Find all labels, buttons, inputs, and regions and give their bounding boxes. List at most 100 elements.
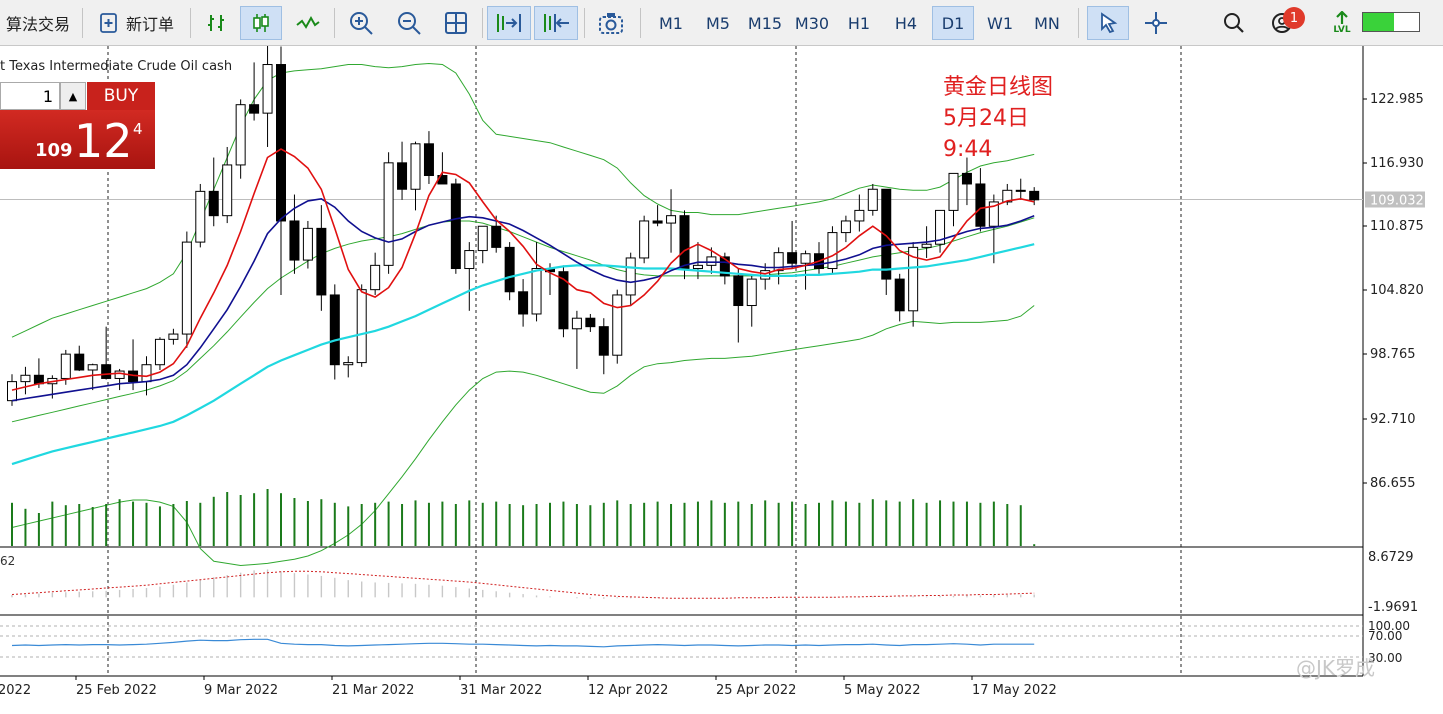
candle-body	[692, 264, 703, 270]
auto-scroll-button[interactable]	[487, 6, 531, 40]
candle-body	[706, 256, 717, 266]
candle-body	[356, 289, 367, 364]
annotation-line: 5月24日	[943, 106, 1029, 131]
date-axis-label: 25 Apr 2022	[716, 683, 796, 698]
candle-body	[316, 227, 327, 296]
candle-body	[719, 256, 730, 277]
buy-price-button[interactable]: 109 12 4	[0, 110, 155, 169]
candle-body	[773, 252, 784, 272]
notification-badge: 1	[1283, 7, 1305, 29]
candle-body	[249, 104, 260, 114]
buy-price-prefix: 109	[35, 140, 73, 161]
timeframe-label: M15	[747, 13, 783, 33]
candle-body	[639, 220, 650, 259]
zoom-in-icon	[350, 12, 373, 35]
new-order-button[interactable]: 新订单	[88, 6, 184, 40]
candle-body	[988, 201, 999, 227]
timeframe-h4[interactable]: H4	[885, 6, 927, 40]
grid-icon	[445, 12, 467, 34]
price-axis-label: 86.655	[1370, 476, 1416, 491]
candle-body	[235, 104, 246, 166]
timeframe-m30[interactable]: M30	[791, 6, 833, 40]
price-axis-label: 98.765	[1370, 347, 1416, 362]
zoom-out-icon	[398, 12, 421, 35]
crosshair-button[interactable]	[1135, 6, 1177, 40]
grid-layer	[0, 46, 1364, 677]
current-price-label: 109.032	[1370, 193, 1424, 208]
bollinger-lower-line	[11, 305, 1035, 567]
timeframe-m1[interactable]: M1	[650, 6, 692, 40]
chart-area[interactable]: 122.985 116.930 110.875 104.820 98.765 92.710…	[0, 35, 1443, 710]
zoom-in-button[interactable]	[340, 6, 382, 40]
timeframe-w1[interactable]: W1	[979, 6, 1021, 40]
rsi-layer	[11, 638, 1035, 648]
symbol-title: t Texas Intermediate Crude Oil cash	[0, 59, 233, 74]
timeframe-d1[interactable]: D1	[932, 6, 974, 40]
chart-shift-button[interactable]	[534, 6, 578, 40]
quantity-input[interactable]: 1	[0, 82, 60, 110]
camera-icon	[599, 13, 623, 34]
buy-button[interactable]: BUY	[87, 82, 155, 110]
candle-body	[921, 243, 932, 248]
candle-body	[625, 257, 636, 296]
new-order-label: 新订单	[125, 15, 174, 34]
connection-strength-fill	[1363, 13, 1394, 31]
candle-body	[961, 172, 972, 185]
annotation-line: 9:44	[943, 137, 993, 162]
algo-trading-button[interactable]: 算法交易	[0, 6, 76, 40]
timeframe-label: H1	[847, 13, 871, 33]
line-chart-icon	[296, 15, 320, 29]
timeframe-label: M30	[794, 13, 830, 33]
candle-body	[881, 188, 892, 280]
algo-trading-label: 算法交易	[5, 15, 70, 34]
candlestick-chart-button[interactable]	[240, 6, 282, 40]
timeframe-h1[interactable]: H1	[838, 6, 880, 40]
candle-body	[262, 64, 273, 114]
rsi-axis-label: 70.00	[1368, 629, 1402, 643]
timeframe-label: W1	[987, 13, 1013, 33]
cursor-button[interactable]	[1087, 6, 1129, 40]
chevron-up-icon: ▲	[68, 89, 78, 103]
candles-layer	[7, 35, 1040, 406]
price-chart[interactable]: 122.985 116.930 110.875 104.820 98.765 92.710…	[0, 35, 1443, 710]
toolbar-separator	[334, 8, 335, 38]
candle-body	[302, 227, 313, 261]
price-axis-label: 92.710	[1370, 412, 1416, 427]
zoom-out-button[interactable]	[388, 6, 430, 40]
signal-button[interactable]: LVL	[1326, 6, 1358, 40]
candle-body	[612, 294, 623, 356]
candle-body	[787, 252, 798, 264]
candle-body	[154, 338, 165, 366]
toolbar-separator	[82, 8, 83, 38]
date-axis-label: 25 Feb 2022	[76, 683, 157, 698]
candle-body	[840, 220, 851, 234]
candle-body	[87, 364, 98, 371]
timeframe-m15[interactable]: M15	[744, 6, 786, 40]
chart-shift-icon	[544, 14, 569, 32]
candle-body	[141, 364, 152, 383]
candle-body	[935, 209, 946, 245]
ma-mid-line	[11, 197, 1035, 402]
candle-body	[854, 209, 865, 222]
screenshot-button[interactable]	[590, 6, 632, 40]
timeframe-m5[interactable]: M5	[697, 6, 739, 40]
tile-windows-button[interactable]	[436, 6, 476, 40]
quantity-stepper[interactable]: ▲	[60, 82, 86, 110]
candle-body	[504, 246, 515, 293]
candle-body	[558, 271, 569, 330]
search-button[interactable]	[1214, 6, 1254, 40]
bar-chart-button[interactable]	[196, 6, 236, 40]
bollinger-middle-line	[11, 217, 1035, 423]
candle-body	[948, 172, 959, 211]
rsi-axis-label: 30.00	[1368, 651, 1402, 665]
volume-layer	[11, 489, 1036, 546]
chart-annotation: 黄金日线图 5月24日 9:44	[943, 72, 1053, 165]
timeframe-mn[interactable]: MN	[1026, 6, 1068, 40]
candle-body	[370, 264, 381, 291]
timeframe-label: M5	[706, 13, 730, 33]
candle-body	[383, 162, 394, 266]
line-chart-button[interactable]	[288, 6, 328, 40]
candle-body	[60, 353, 71, 379]
auto-scroll-icon	[497, 14, 521, 32]
timeframe-label: H4	[894, 13, 918, 33]
